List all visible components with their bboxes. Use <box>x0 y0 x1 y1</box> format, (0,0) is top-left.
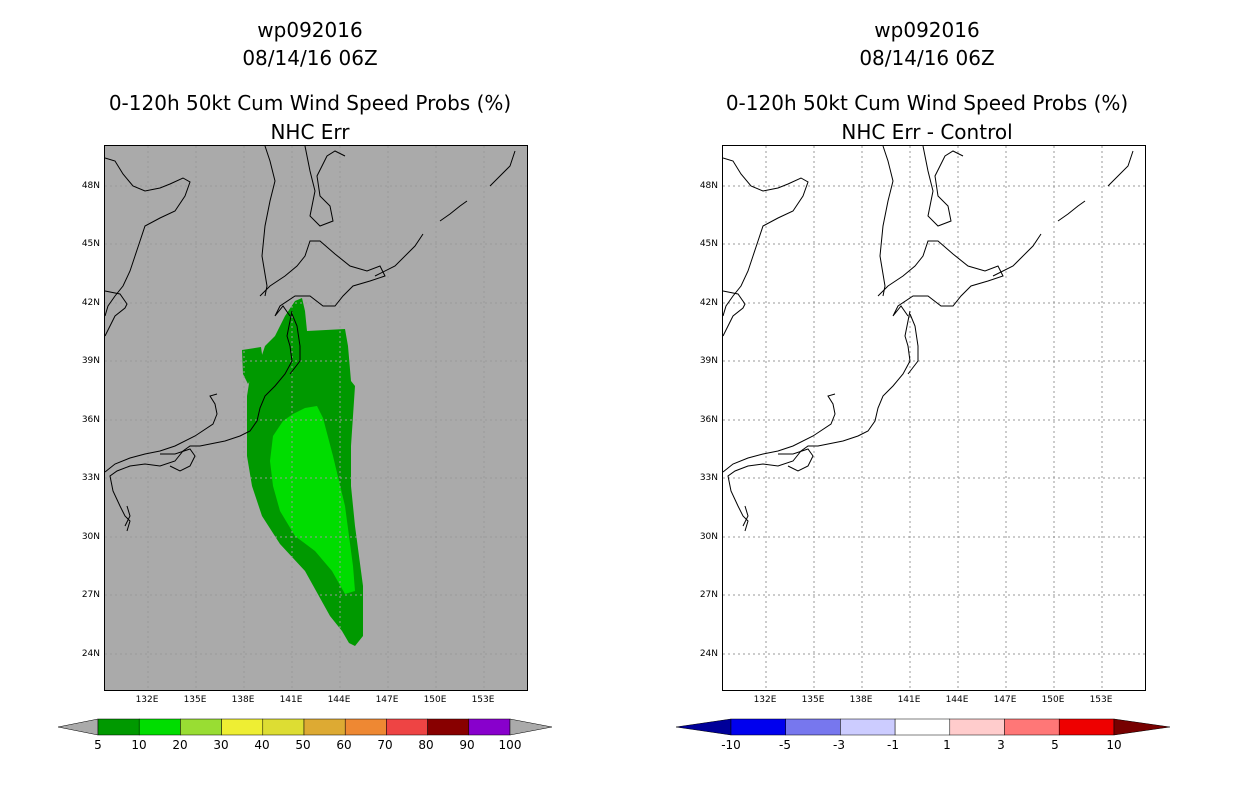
colorbar-swatch <box>344 718 387 736</box>
lon-label: 153E <box>1089 695 1113 705</box>
right-graticule <box>723 146 1145 690</box>
colorbar-label: 70 <box>377 738 393 752</box>
right-coastlines <box>723 146 1134 532</box>
lon-label: 150E <box>423 695 447 705</box>
right-title-subtitle: NHC Err - Control <box>841 120 1013 144</box>
colorbar-swatch <box>97 718 140 736</box>
colorbar-swatch <box>138 718 181 736</box>
colorbar-label: -5 <box>779 738 791 752</box>
colorbar-label: 20 <box>172 738 188 752</box>
right-colorbar-low-arrow <box>675 718 732 736</box>
lat-label: 30N <box>699 532 718 542</box>
lon-label: 135E <box>183 695 207 705</box>
lon-label: 153E <box>471 695 495 705</box>
colorbar-label: -10 <box>721 738 741 752</box>
lat-label: 42N <box>699 298 718 308</box>
colorbar-swatch <box>949 718 1005 736</box>
colorbar-swatch <box>894 718 951 736</box>
lat-label: 48N <box>699 181 718 191</box>
colorbar-swatch <box>1004 718 1060 736</box>
colorbar-label: 1 <box>943 738 951 752</box>
lon-label: 144E <box>327 695 351 705</box>
lon-label: 141E <box>897 695 921 705</box>
lat-label: 36N <box>81 415 100 425</box>
left-coastlines <box>105 146 516 532</box>
left-colorbar-high-arrow <box>509 718 553 736</box>
lat-label: 27N <box>81 590 100 600</box>
lat-label: 45N <box>699 239 718 249</box>
colorbar-swatch <box>303 718 346 736</box>
lat-label: 30N <box>81 532 100 542</box>
colorbar-swatch <box>180 718 222 736</box>
lat-label: 24N <box>699 649 718 659</box>
colorbar-swatch <box>221 718 264 736</box>
lon-label: 138E <box>849 695 873 705</box>
lat-label: 48N <box>81 181 100 191</box>
colorbar-label: 90 <box>459 738 475 752</box>
colorbar-swatch <box>427 718 470 736</box>
lon-label: 150E <box>1041 695 1065 705</box>
colorbar-label: -1 <box>887 738 899 752</box>
right-map-panel <box>722 145 1146 691</box>
lat-label: 39N <box>699 356 718 366</box>
left-title-product: 0-120h 50kt Cum Wind Speed Probs (%) <box>108 91 512 115</box>
lat-label: 42N <box>81 298 100 308</box>
prob-swath-5pct-west <box>242 347 263 384</box>
lon-label: 141E <box>279 695 303 705</box>
lon-label: 132E <box>135 695 159 705</box>
colorbar-label: 40 <box>254 738 270 752</box>
colorbar-swatch <box>730 718 786 736</box>
colorbar-swatch <box>1058 718 1115 736</box>
colorbar-swatch <box>468 718 511 736</box>
lat-label: 36N <box>699 415 718 425</box>
colorbar-label: 60 <box>336 738 352 752</box>
lon-label: 147E <box>993 695 1017 705</box>
colorbar-swatch <box>262 718 305 736</box>
colorbar-label: 5 <box>94 738 102 752</box>
lat-label: 33N <box>81 473 100 483</box>
lon-label: 135E <box>801 695 825 705</box>
left-title-storm: wp092016 <box>257 18 363 42</box>
colorbar-label: 10 <box>1106 738 1122 752</box>
colorbar-label: 5 <box>1051 738 1059 752</box>
lat-label: 45N <box>81 239 100 249</box>
colorbar-label: -3 <box>833 738 845 752</box>
right-title-storm: wp092016 <box>874 18 980 42</box>
prob-swath-10pct <box>270 406 355 594</box>
colorbar-label: 100 <box>498 738 522 752</box>
lat-label: 33N <box>699 473 718 483</box>
left-title-date: 08/14/16 06Z <box>242 46 378 70</box>
left-map-svg <box>105 146 527 690</box>
right-map-svg <box>723 146 1145 690</box>
colorbar-label: 80 <box>418 738 434 752</box>
colorbar-swatch <box>386 718 428 736</box>
right-title-date: 08/14/16 06Z <box>859 46 995 70</box>
lon-label: 147E <box>375 695 399 705</box>
right-colorbar-high-arrow <box>1113 718 1171 736</box>
colorbar-label: 50 <box>295 738 311 752</box>
lat-label: 24N <box>81 649 100 659</box>
lat-label: 27N <box>699 590 718 600</box>
lat-label: 39N <box>81 356 100 366</box>
left-title-subtitle: NHC Err <box>270 120 350 144</box>
left-map-panel <box>104 145 528 691</box>
colorbar-label: 3 <box>997 738 1005 752</box>
colorbar-label: 10 <box>131 738 147 752</box>
lon-label: 138E <box>231 695 255 705</box>
colorbar-swatch <box>840 718 896 736</box>
colorbar-swatch <box>785 718 841 736</box>
left-graticule <box>105 146 527 690</box>
lon-label: 132E <box>753 695 777 705</box>
lon-label: 144E <box>945 695 969 705</box>
left-colorbar-low-arrow <box>57 718 99 736</box>
right-title-product: 0-120h 50kt Cum Wind Speed Probs (%) <box>725 91 1129 115</box>
colorbar-label: 30 <box>213 738 229 752</box>
